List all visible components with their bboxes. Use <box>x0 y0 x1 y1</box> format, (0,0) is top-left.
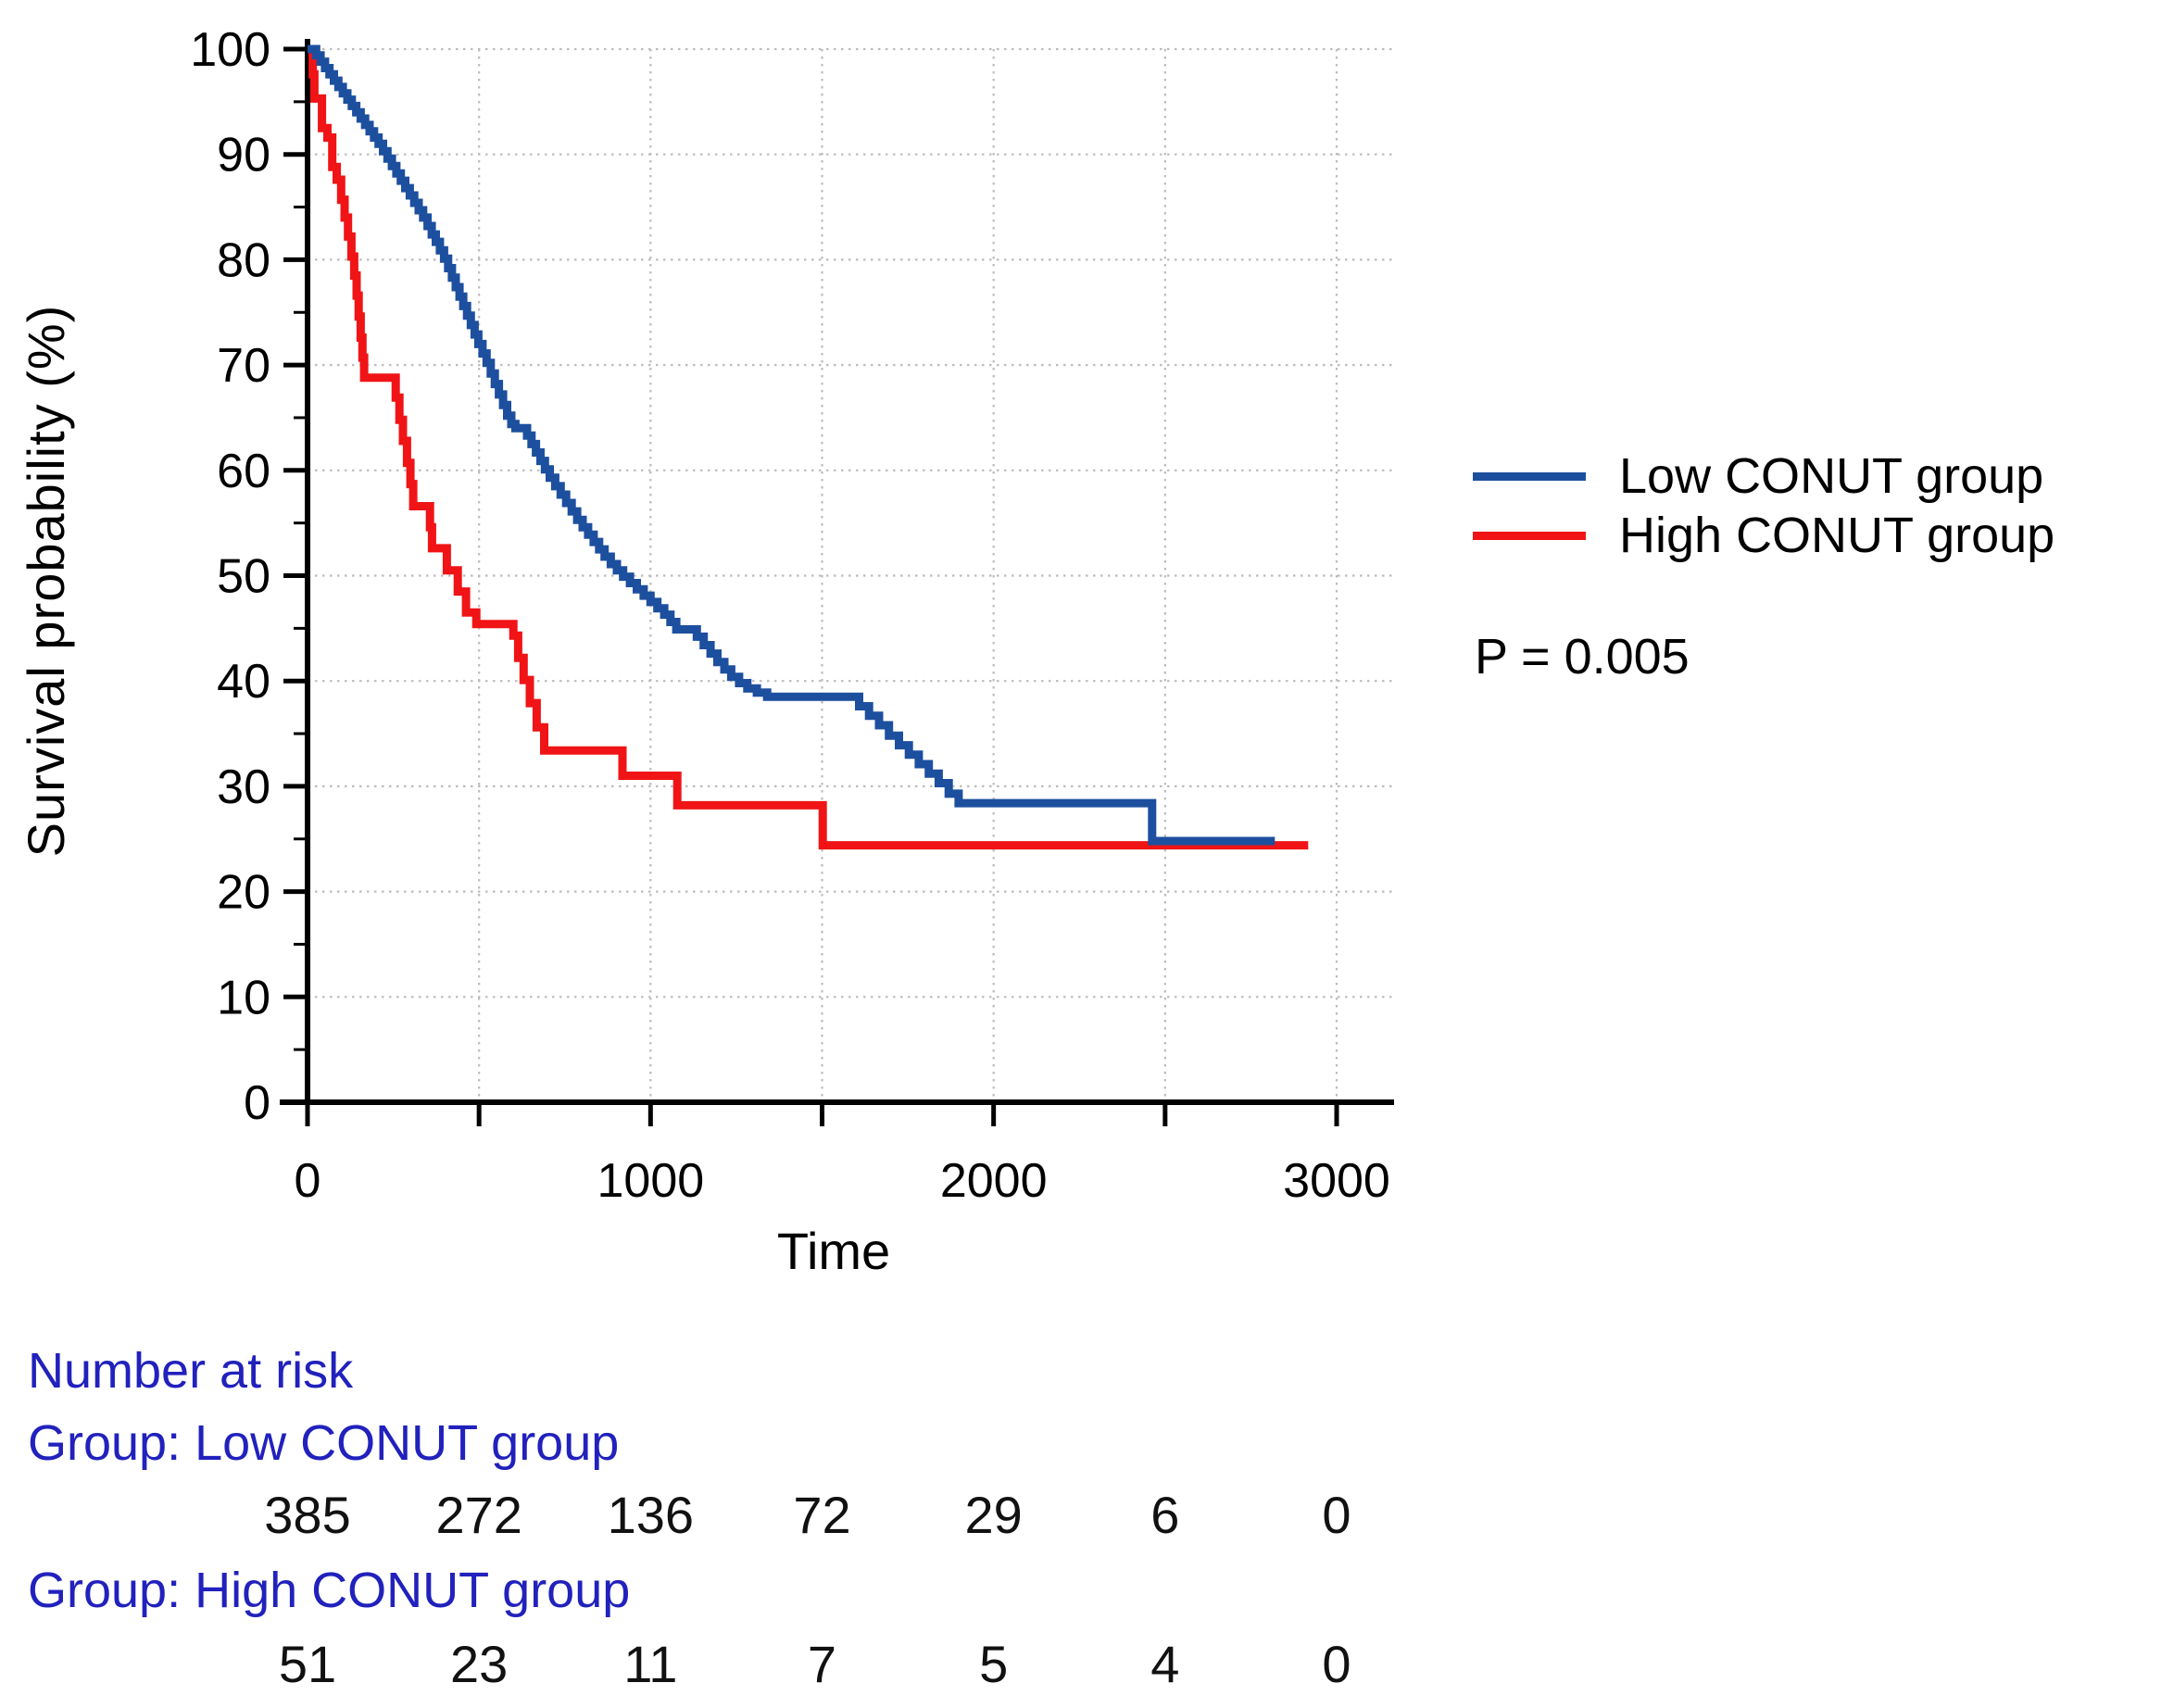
km-curve-low <box>308 44 1275 846</box>
y-tick-label: 30 <box>217 760 270 814</box>
legend-line-high-icon <box>1473 531 1586 540</box>
y-tick-label: 90 <box>217 129 270 182</box>
y-tick-label: 60 <box>217 445 270 498</box>
x-tick-label: 1000 <box>597 1154 704 1208</box>
legend-item-high: High CONUT group <box>1473 506 2055 565</box>
y-tick-label: 10 <box>217 971 270 1024</box>
y-tick-label: 40 <box>217 655 270 709</box>
legend-line-low-icon <box>1473 471 1586 481</box>
x-tick-label: 3000 <box>1283 1154 1390 1208</box>
x-tick-label: 2000 <box>940 1154 1048 1208</box>
x-axis-title: Time <box>776 1222 891 1280</box>
y-tick-label: 80 <box>217 233 270 287</box>
y-axis-title: Survival probability (%) <box>17 304 75 858</box>
legend-label-high: High CONUT group <box>1619 508 2055 563</box>
y-tick-label: 70 <box>217 339 270 393</box>
legend-label-low: Low CONUT group <box>1619 448 2044 504</box>
y-tick-label: 100 <box>190 23 270 77</box>
legend: Low CONUT group High CONUT group <box>1473 446 2055 565</box>
x-tick-label: 0 <box>295 1154 321 1208</box>
legend-item-low: Low CONUT group <box>1473 446 2055 506</box>
p-value-label: P = 0.005 <box>1475 629 1690 684</box>
y-tick-label: 20 <box>217 866 270 920</box>
y-tick-label: 0 <box>244 1076 270 1130</box>
km-curve-high <box>308 44 1309 850</box>
y-tick-label: 50 <box>217 550 270 604</box>
